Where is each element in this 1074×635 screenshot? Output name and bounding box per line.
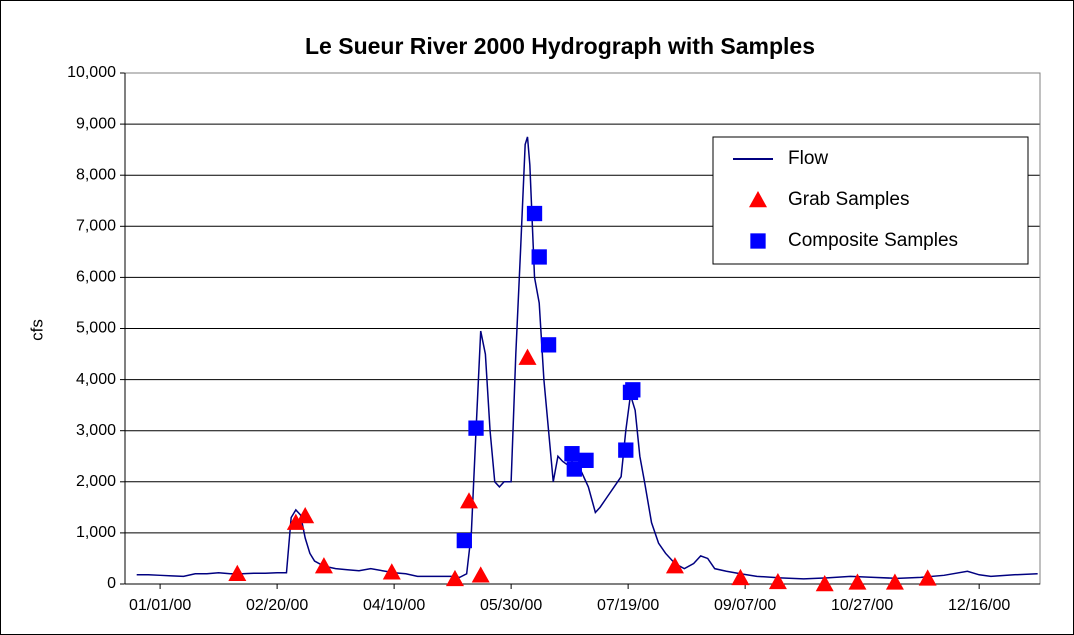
- grab-sample-marker: [296, 507, 315, 524]
- grab-sample-marker: [286, 513, 305, 530]
- composite-sample-marker: [468, 420, 484, 436]
- x-tick-label: 10/27/00: [831, 597, 893, 614]
- legend-label: Flow: [788, 148, 828, 169]
- grab-sample-marker: [518, 348, 537, 365]
- y-axis-label: cfs: [27, 319, 46, 341]
- composite-sample-marker: [566, 461, 582, 477]
- legend-marker: [750, 233, 766, 249]
- legend-marker: [749, 191, 767, 208]
- composite-sample-marker: [456, 532, 472, 549]
- composite-sample-marker: [625, 382, 641, 398]
- x-tick-label: 04/10/00: [363, 597, 425, 614]
- composite-sample-marker: [531, 249, 547, 265]
- y-tick-label: 3,000: [76, 422, 116, 439]
- grab-sample-marker: [918, 569, 937, 586]
- y-tick-label: 4,000: [76, 371, 116, 388]
- composite-sample-marker: [526, 205, 543, 222]
- y-tick-label: 5,000: [76, 320, 116, 337]
- y-tick-label: 6,000: [76, 269, 116, 286]
- grab-sample-marker: [445, 569, 464, 587]
- composite-sample-marker: [578, 452, 594, 468]
- composite-sample-marker: [618, 442, 634, 458]
- chart-title: Le Sueur River 2000 Hydrograph with Samp…: [305, 33, 815, 59]
- x-tick-label: 01/01/00: [129, 597, 191, 614]
- x-tick-label: 07/19/00: [597, 597, 659, 614]
- y-tick-label: 9,000: [76, 115, 116, 132]
- grab-sample-marker: [731, 568, 750, 586]
- grab-sample-marker: [885, 573, 904, 590]
- x-tick-label: 12/16/00: [948, 597, 1010, 614]
- grab-sample-marker: [314, 557, 333, 574]
- legend-label: Composite Samples: [788, 230, 958, 251]
- x-tick-label: 02/20/00: [246, 597, 308, 614]
- legend-label: Grab Samples: [788, 189, 909, 210]
- grab-sample-marker: [471, 566, 490, 583]
- grab-sample-marker: [768, 572, 787, 590]
- grab-sample-marker: [460, 492, 479, 509]
- grab-sample-marker: [815, 575, 834, 592]
- grab-sample-marker: [665, 557, 684, 574]
- composite-sample-marker: [540, 337, 557, 353]
- grab-sample-marker: [228, 564, 247, 581]
- y-tick-label: 1,000: [76, 524, 116, 541]
- y-tick-label: 0: [107, 575, 116, 592]
- y-tick-label: 7,000: [76, 218, 116, 235]
- y-tick-label: 10,000: [67, 64, 116, 81]
- flow-line: [136, 136, 1038, 580]
- grab-sample-marker: [382, 563, 401, 580]
- y-tick-label: 2,000: [76, 473, 116, 490]
- x-tick-label: 05/30/00: [480, 597, 542, 614]
- x-tick-label: 09/07/00: [714, 597, 776, 614]
- y-tick-label: 8,000: [76, 166, 116, 183]
- composite-sample-marker: [564, 446, 580, 462]
- grab-sample-marker: [848, 573, 867, 590]
